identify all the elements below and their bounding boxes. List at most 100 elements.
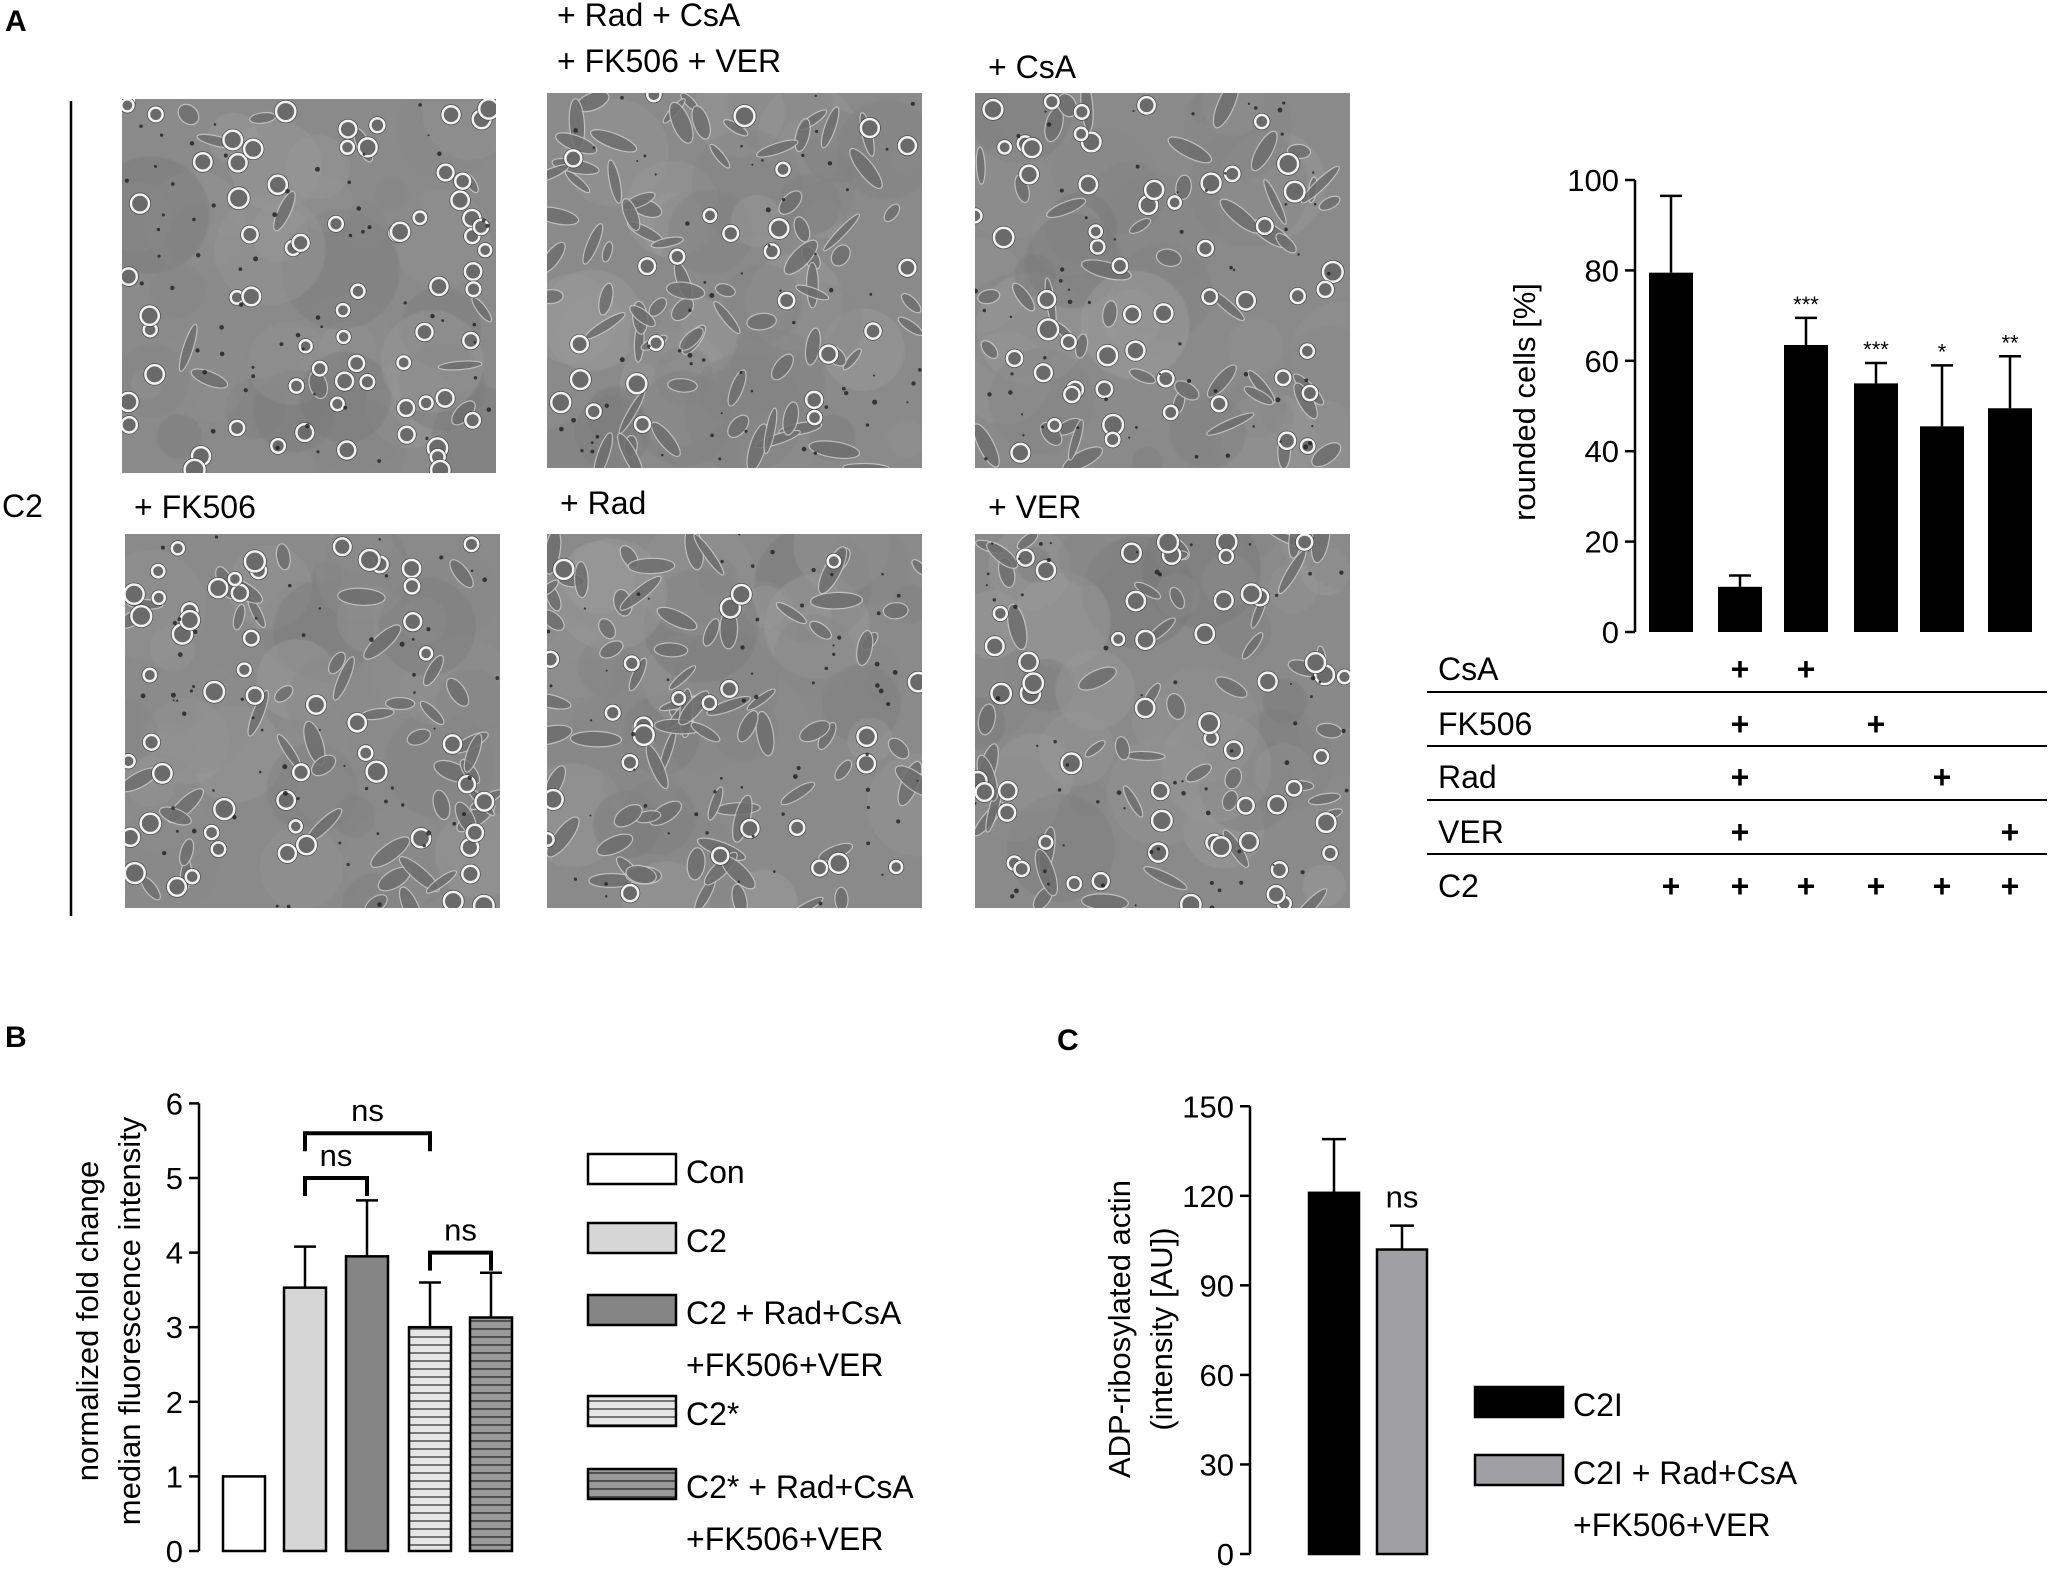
y-tick-label-a: 60 xyxy=(1585,344,1619,379)
bar-b xyxy=(221,1475,267,1553)
treatment-row-label: CsA xyxy=(1438,651,1499,687)
bar-a xyxy=(1784,344,1828,632)
micrograph-c2-fk506 xyxy=(125,534,500,908)
legend-swatch-b xyxy=(586,1152,678,1186)
fluorescence-chart: 0 1 2 3 4 5 6 normalized fold change median fluo… xyxy=(70,1086,914,1569)
panel-c-letter: C xyxy=(1057,1024,1079,1057)
y-tick-label-c: 90 xyxy=(1200,1268,1234,1303)
significance-label-a: *** xyxy=(1793,292,1819,317)
legend-label-b: C2* + Rad+CsA xyxy=(686,1469,914,1505)
adp-ribosylation-chart: 0 30 60 90 120 150 ADP-ribosylated actin (inten… xyxy=(1102,1089,1798,1572)
y-tick-label-b: 2 xyxy=(166,1385,183,1420)
y-axis-title-c-line2: (intensity [AU]) xyxy=(1144,1227,1179,1430)
treatment-mark: + xyxy=(1731,814,1750,850)
treatment-mark: + xyxy=(1797,651,1816,687)
legend-swatch-b xyxy=(586,1394,678,1428)
micrograph-label-fk506: + FK506 xyxy=(134,489,256,525)
micrograph-label-combo-line2: + FK506 + VER xyxy=(557,43,781,79)
y-tick-label-c: 120 xyxy=(1182,1179,1234,1214)
comparison-label: ns xyxy=(320,1138,353,1173)
bar-c xyxy=(1375,1248,1429,1556)
legend-label-b: C2* xyxy=(686,1396,739,1432)
panel-b-letter: B xyxy=(5,1021,27,1054)
treatment-mark: + xyxy=(1867,706,1886,742)
micrograph-label-rad: + Rad xyxy=(560,485,646,521)
legend-label-b: +FK506+VER xyxy=(686,1521,883,1557)
legend-label-b: +FK506+VER xyxy=(686,1347,883,1383)
panel-a-micrographs: C2 + Rad + CsA + FK506 + VER + CsA + FK5… xyxy=(2,0,1350,916)
micrograph-c2-csa xyxy=(975,93,1350,468)
legend-swatch-b xyxy=(586,1467,678,1501)
legend-label-b: C2 xyxy=(686,1223,727,1259)
comparison-bracket xyxy=(303,1131,432,1152)
bar-b xyxy=(344,1255,390,1553)
legend-label-c: C2I xyxy=(1573,1387,1623,1423)
significance-label-a: ** xyxy=(2001,330,2019,355)
y-axis-title-c-line1: ADP-ribosylated actin xyxy=(1102,1180,1137,1478)
bar-b xyxy=(468,1316,514,1553)
y-tick-label-c: 30 xyxy=(1200,1447,1234,1482)
bar-b xyxy=(407,1325,453,1553)
treatment-mark: + xyxy=(2001,868,2020,904)
treatment-table: CsA + + FK506 + + Rad + + VER + + C2 + + + + + + xyxy=(1427,651,2047,904)
legend-label-b: Con xyxy=(686,1154,745,1190)
treatment-mark: + xyxy=(1731,706,1750,742)
treatment-row-label: FK506 xyxy=(1438,706,1532,742)
treatment-mark: + xyxy=(1867,868,1886,904)
comparison-label: ns xyxy=(351,1093,384,1128)
y-tick-label-b: 4 xyxy=(166,1236,183,1271)
significance-label-c: ns xyxy=(1386,1180,1419,1215)
y-tick-label-c: 60 xyxy=(1200,1358,1234,1393)
y-tick-label-a: 40 xyxy=(1585,434,1619,469)
treatment-mark: + xyxy=(1797,868,1816,904)
legend-label-b: C2 + Rad+CsA xyxy=(686,1295,902,1331)
legend-label-c: +FK506+VER xyxy=(1573,1507,1770,1543)
treatment-mark: + xyxy=(1933,868,1952,904)
treatment-mark: + xyxy=(2001,814,2020,850)
micrograph-label-ver: + VER xyxy=(988,489,1081,525)
significance-label-a: * xyxy=(1938,339,1947,364)
legend-swatch-c xyxy=(1473,1453,1565,1487)
significance-label-a: *** xyxy=(1863,337,1889,362)
bar-a xyxy=(1920,426,1964,632)
y-tick-label-b: 6 xyxy=(166,1086,183,1121)
treatment-mark: + xyxy=(1731,868,1750,904)
treatment-row-label: Rad xyxy=(1438,759,1497,795)
comparison-label: ns xyxy=(444,1213,477,1248)
treatment-mark: + xyxy=(1933,759,1952,795)
bar-a xyxy=(1649,272,1693,632)
y-tick-label-b: 5 xyxy=(166,1161,183,1196)
treatment-mark: + xyxy=(1731,651,1750,687)
comparison-bracket xyxy=(303,1176,369,1196)
micrograph-label-combo-line1: + Rad + CsA xyxy=(557,0,741,33)
y-tick-label-a: 80 xyxy=(1585,253,1619,288)
bar-b xyxy=(282,1286,328,1553)
y-tick-label-a: 0 xyxy=(1602,615,1619,650)
legend-swatch-b xyxy=(586,1293,678,1327)
legend-swatch-b xyxy=(586,1221,678,1255)
y-tick-label-b: 1 xyxy=(166,1459,183,1494)
bar-a xyxy=(1854,383,1898,632)
y-axis-title-a: rounded cells [%] xyxy=(1507,283,1542,521)
y-tick-label-c: 150 xyxy=(1182,1089,1234,1124)
y-axis-title-b-line1: normalized fold change xyxy=(70,1161,105,1482)
y-tick-label-b: 3 xyxy=(166,1310,183,1345)
y-tick-label-c: 0 xyxy=(1217,1537,1234,1572)
legend-swatch-c xyxy=(1473,1385,1565,1419)
panel-a-letter: A xyxy=(5,5,27,38)
micrograph-c2-ver xyxy=(975,534,1350,908)
treatment-row-label: C2 xyxy=(1438,868,1479,904)
micrograph-label-csa: + CsA xyxy=(988,49,1077,85)
legend-label-c: C2I + Rad+CsA xyxy=(1573,1455,1798,1491)
y-tick-label-a: 100 xyxy=(1567,163,1619,198)
micrograph-c2 xyxy=(122,99,496,473)
row-label-c2: C2 xyxy=(2,488,43,524)
legend-c: C2I C2I + Rad+CsA +FK506+VER xyxy=(1473,1385,1798,1543)
y-tick-label-b: 0 xyxy=(166,1534,183,1569)
micrograph-c2-combo xyxy=(547,93,922,468)
bar-a xyxy=(1718,586,1762,632)
bar-a xyxy=(1988,408,2032,632)
treatment-mark: + xyxy=(1731,759,1750,795)
y-tick-label-a: 20 xyxy=(1585,525,1619,560)
